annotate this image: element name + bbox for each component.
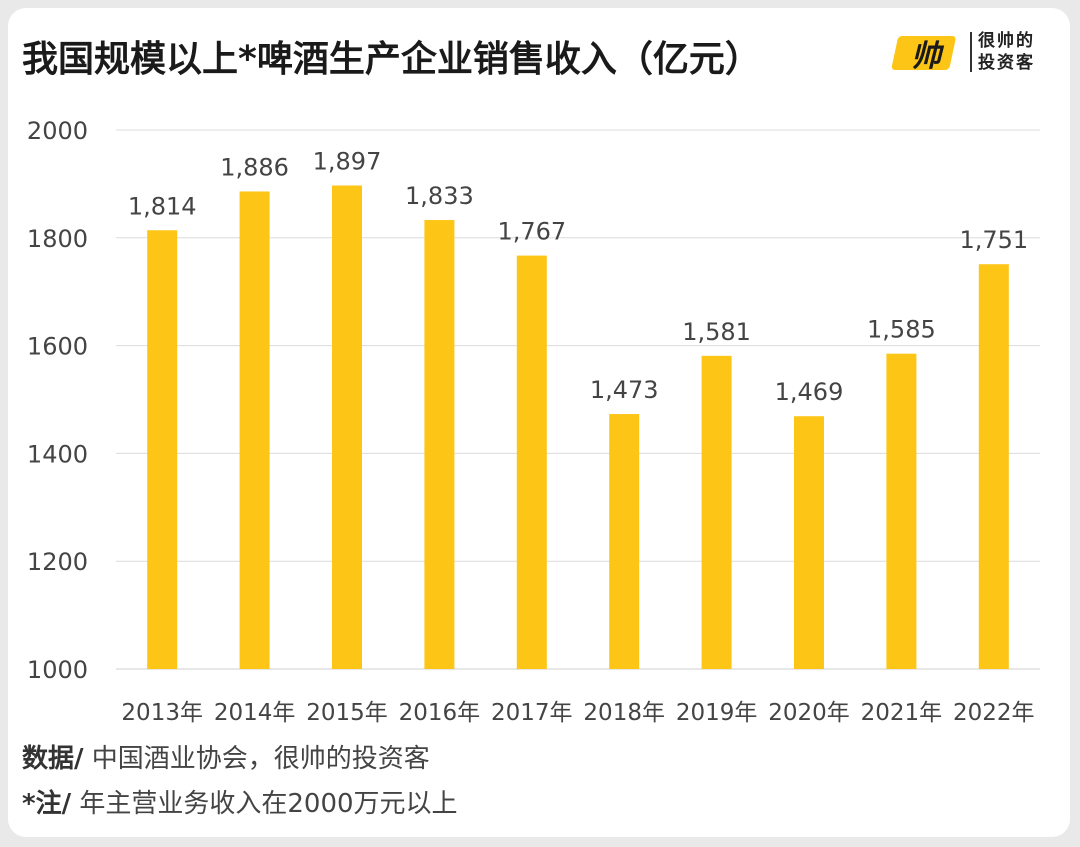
x-tick-label: 2017年 bbox=[491, 700, 573, 726]
data-label: 1,897 bbox=[313, 148, 382, 176]
bar bbox=[147, 230, 178, 669]
note-label: *注/ bbox=[22, 789, 72, 819]
chart-title: 我国规模以上*啤酒生产企业销售收入（亿元） bbox=[22, 39, 761, 80]
note-text: 年主营业务收入在2000万元以上 bbox=[71, 789, 458, 819]
data-label: 1,473 bbox=[590, 376, 659, 404]
brand-name-line2: 投资客 bbox=[978, 53, 1035, 73]
data-label: 1,585 bbox=[867, 316, 936, 344]
x-tick-label: 2016年 bbox=[399, 700, 481, 726]
data-label: 1,581 bbox=[682, 318, 751, 346]
source-line: 数据/ 中国酒业协会，很帅的投资客 bbox=[22, 738, 430, 775]
source-label: 数据/ bbox=[22, 744, 84, 774]
bar bbox=[424, 220, 455, 669]
data-label: 1,833 bbox=[405, 182, 474, 210]
x-tick-label: 2015年 bbox=[306, 700, 388, 726]
brand-logo-icon: 帅 bbox=[891, 36, 956, 74]
y-tick-label: 1600 bbox=[27, 333, 88, 361]
y-tick-label: 2000 bbox=[27, 117, 88, 145]
y-tick-label: 1000 bbox=[27, 656, 88, 684]
note-line: *注/ 年主营业务收入在2000万元以上 bbox=[22, 783, 458, 820]
x-tick-label: 2019年 bbox=[676, 700, 758, 726]
y-tick-label: 1200 bbox=[27, 548, 88, 576]
brand-name: 很帅的 投资客 bbox=[978, 30, 1058, 74]
bar bbox=[239, 191, 270, 670]
y-tick-label: 1400 bbox=[27, 440, 88, 468]
bar bbox=[886, 353, 917, 669]
brand-divider bbox=[970, 32, 972, 72]
data-label: 1,751 bbox=[959, 226, 1028, 254]
x-tick-label: 2013年 bbox=[121, 700, 203, 726]
bar bbox=[794, 416, 824, 669]
brand-logo-block: 帅 很帅的 投资客 bbox=[886, 28, 1056, 78]
brand-logo-glyph: 帅 bbox=[911, 39, 945, 74]
x-tick-label: 2014年 bbox=[214, 700, 296, 726]
y-tick-label: 1800 bbox=[27, 225, 88, 253]
data-label: 1,886 bbox=[220, 153, 289, 181]
bar bbox=[978, 264, 1009, 669]
x-tick-label: 2021年 bbox=[861, 700, 943, 726]
x-tick-label: 2022年 bbox=[953, 700, 1035, 726]
data-label: 1,469 bbox=[775, 378, 844, 406]
x-tick-label: 2018年 bbox=[583, 700, 665, 726]
bar bbox=[609, 414, 640, 669]
data-label: 1,767 bbox=[497, 218, 566, 246]
bar bbox=[701, 355, 732, 669]
source-text: 中国酒业协会，很帅的投资客 bbox=[83, 744, 430, 774]
brand-name-line1: 很帅的 bbox=[978, 31, 1035, 51]
bar bbox=[332, 185, 362, 669]
data-label: 1,814 bbox=[128, 192, 197, 220]
x-tick-label: 2020年 bbox=[768, 700, 850, 726]
bar bbox=[516, 255, 547, 669]
